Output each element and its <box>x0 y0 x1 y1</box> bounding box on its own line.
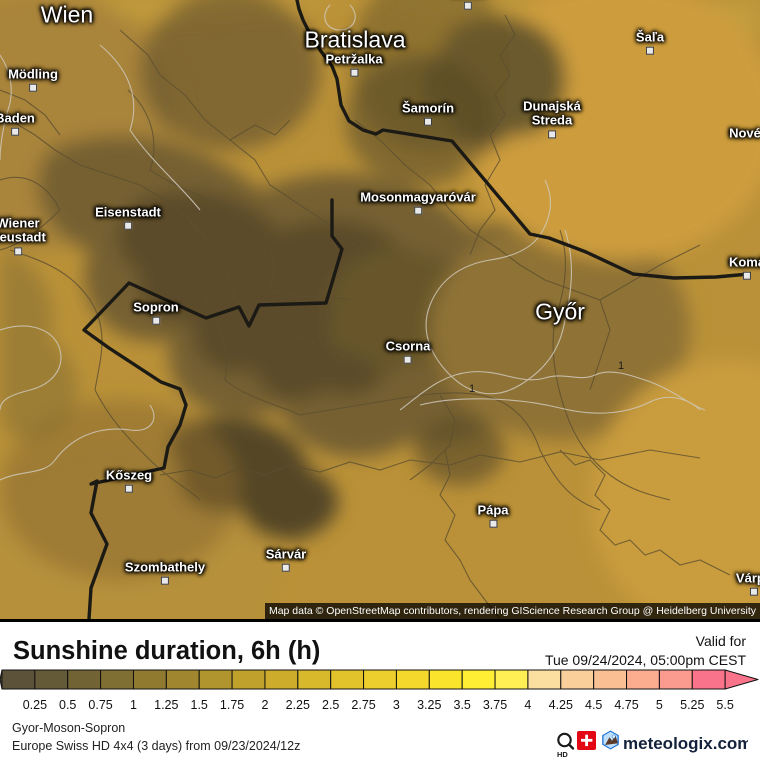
svg-text:HD: HD <box>557 750 568 759</box>
svg-text:meteologix.com: meteologix.com <box>623 734 748 753</box>
